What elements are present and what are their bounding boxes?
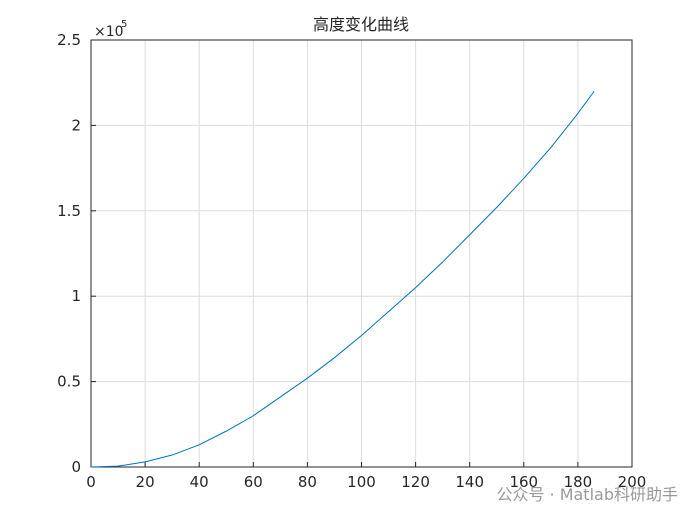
data-line (90, 90, 595, 468)
plot-frame (90, 39, 633, 468)
x-tick-label: 180 (564, 473, 593, 491)
watermark: 公众号 · Matlab科研助手 (496, 485, 678, 504)
x-tick-label: 200 (618, 473, 647, 491)
x-tick-label: 100 (347, 473, 376, 491)
x-tick-label: 140 (455, 473, 484, 491)
chart-title: 高度变化曲线 (313, 15, 409, 34)
y-tick-label: 0.5 (57, 373, 81, 391)
x-tick-label: 0 (86, 473, 96, 491)
y-multiplier: ×10 (94, 24, 124, 40)
x-tick-label: 80 (298, 473, 317, 491)
y-tick-label: 0 (71, 458, 81, 476)
x-tick-label: 20 (136, 473, 155, 491)
x-tick-label: 160 (509, 473, 538, 491)
x-tick-label: 120 (401, 473, 430, 491)
x-tick-label: 60 (244, 473, 263, 491)
y-tick-label: 1 (71, 287, 81, 305)
x-tick-label: 40 (190, 473, 209, 491)
y-tick-label: 2.5 (57, 31, 81, 49)
y-tick-label: 1.5 (57, 202, 81, 220)
y-tick-label: 2 (71, 116, 81, 134)
y-multiplier-exponent: 5 (121, 19, 127, 30)
